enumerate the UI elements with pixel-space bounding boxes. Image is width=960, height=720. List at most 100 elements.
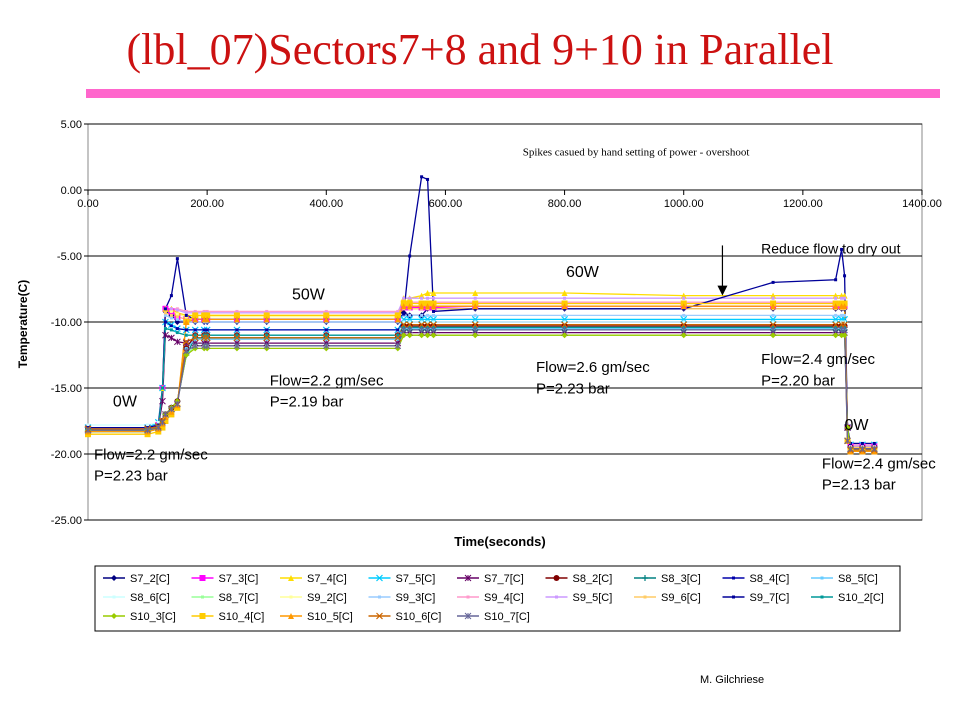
legend-label: S9_6[C] xyxy=(661,592,701,604)
data-point xyxy=(175,317,179,321)
annotation-label: P=2.23 bar xyxy=(94,467,168,484)
data-point xyxy=(418,321,426,329)
data-point xyxy=(162,411,169,418)
data-point xyxy=(466,595,470,599)
data-point xyxy=(838,321,846,329)
data-point xyxy=(843,296,847,300)
data-point xyxy=(561,326,568,334)
legend-item: S10_4[C] xyxy=(191,611,264,623)
data-point xyxy=(473,313,477,317)
data-point xyxy=(561,332,568,339)
data-point xyxy=(193,328,197,332)
data-point xyxy=(561,315,568,323)
data-point xyxy=(430,289,437,296)
data-point xyxy=(233,334,241,342)
data-point xyxy=(84,426,92,434)
data-point xyxy=(843,313,847,317)
legend-label: S10_7[C] xyxy=(484,611,530,623)
data-point xyxy=(175,315,179,319)
data-point xyxy=(400,326,408,334)
data-point xyxy=(834,278,838,282)
data-point xyxy=(844,424,851,431)
legend-label: S8_2[C] xyxy=(573,573,613,585)
data-point xyxy=(680,326,688,334)
data-point xyxy=(204,312,211,319)
data-point xyxy=(289,595,293,599)
data-point xyxy=(175,257,179,261)
data-point xyxy=(183,352,190,358)
data-point xyxy=(200,334,208,342)
data-point xyxy=(840,247,844,251)
data-point xyxy=(175,312,179,316)
annotation-label: P=2.13 bar xyxy=(822,477,896,494)
data-point xyxy=(473,296,477,300)
data-point xyxy=(235,328,239,332)
data-point xyxy=(732,595,735,599)
data-point xyxy=(841,321,848,329)
data-point xyxy=(400,332,407,339)
data-point xyxy=(430,303,437,310)
data-point xyxy=(174,400,181,408)
data-point xyxy=(426,296,430,300)
data-point xyxy=(200,342,208,350)
data-point xyxy=(288,575,294,581)
data-point xyxy=(396,337,400,341)
data-point xyxy=(205,337,209,341)
data-point xyxy=(426,313,430,317)
data-point xyxy=(464,612,472,620)
data-point xyxy=(471,315,479,323)
data-point xyxy=(424,326,431,334)
data-point xyxy=(324,337,328,341)
data-point xyxy=(834,296,838,300)
data-point xyxy=(682,296,686,300)
data-point xyxy=(642,575,648,581)
data-point xyxy=(420,296,424,300)
data-point xyxy=(263,342,271,350)
x-tick-label: 400.00 xyxy=(309,198,343,210)
legend-item: S10_6[C] xyxy=(368,611,441,623)
data-point xyxy=(163,311,167,315)
data-point xyxy=(175,327,179,331)
annotation-label: P=2.19 bar xyxy=(270,393,344,410)
legend-item: S10_2[C] xyxy=(811,592,884,604)
legend-item: S8_2[C] xyxy=(545,573,613,585)
annotation-label: Flow=2.4 gm/sec xyxy=(822,456,936,473)
data-point xyxy=(394,312,401,319)
data-point xyxy=(841,303,848,310)
data-point xyxy=(376,612,383,620)
data-point xyxy=(464,574,472,582)
data-point xyxy=(402,312,406,316)
data-point xyxy=(184,313,188,317)
data-point xyxy=(263,312,270,319)
legend-label: S7_3[C] xyxy=(219,573,259,585)
data-point xyxy=(169,313,173,317)
legend-item: S8_4[C] xyxy=(722,573,789,585)
data-point xyxy=(163,307,167,311)
data-point xyxy=(163,327,167,331)
x-tick-label: 0.00 xyxy=(77,198,98,210)
data-point xyxy=(169,294,173,298)
data-point xyxy=(432,320,436,324)
data-point xyxy=(193,337,197,341)
data-point xyxy=(184,311,188,315)
x-tick-label: 800.00 xyxy=(548,198,582,210)
legend-item: S9_4[C] xyxy=(457,592,524,604)
arrow-head xyxy=(717,285,728,296)
data-point xyxy=(432,313,436,317)
data-point xyxy=(169,328,173,332)
data-point xyxy=(771,280,775,284)
data-point xyxy=(182,338,190,346)
data-point xyxy=(832,315,840,323)
data-point xyxy=(183,319,190,325)
annotation-label: Flow=2.2 gm/sec xyxy=(270,372,384,389)
data-point xyxy=(832,326,839,334)
data-point xyxy=(424,303,431,310)
data-point xyxy=(184,333,188,337)
data-point xyxy=(169,307,173,311)
data-point xyxy=(191,342,199,350)
legend-label: S8_6[C] xyxy=(130,592,170,604)
data-point xyxy=(682,313,686,317)
data-point xyxy=(265,333,269,337)
data-point xyxy=(184,328,188,332)
